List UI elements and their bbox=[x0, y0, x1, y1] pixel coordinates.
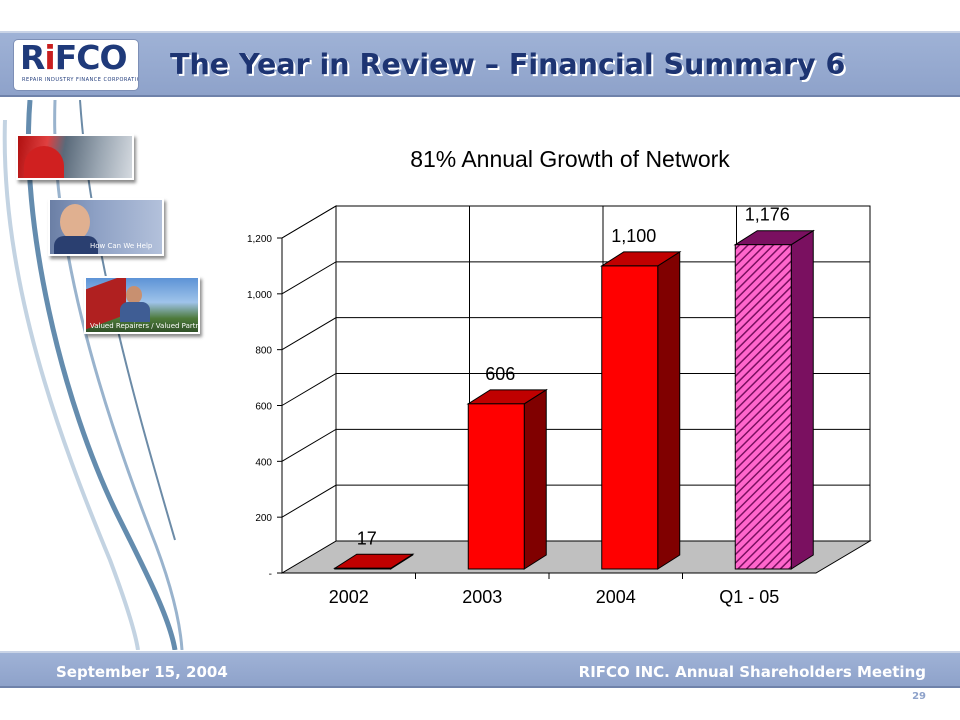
logo-wordmark: RiFCO bbox=[20, 38, 128, 77]
data-label: 1,176 bbox=[745, 205, 790, 225]
footer-date: September 15, 2004 bbox=[56, 663, 228, 681]
y-tick-label: 1,000 bbox=[247, 290, 272, 301]
y-tick-label: 800 bbox=[255, 346, 272, 357]
gridline bbox=[281, 261, 870, 295]
gridline bbox=[281, 317, 870, 351]
y-tick-label: 200 bbox=[255, 513, 272, 524]
y-tick-label: 600 bbox=[255, 402, 272, 413]
photo-agent: How Can We Help bbox=[48, 198, 164, 256]
repairer-face bbox=[126, 286, 142, 304]
x-tick-label: 2003 bbox=[462, 587, 502, 607]
plot-area: - 200 400 600 800 1,000 1,200 17 2002 606 2003 1,10… bbox=[247, 205, 872, 607]
car-shape bbox=[24, 146, 64, 178]
y-tick-label: 1,200 bbox=[247, 234, 272, 245]
footer-meeting-title: RIFCO INC. Annual Shareholders Meeting bbox=[578, 663, 926, 681]
gridline bbox=[281, 428, 870, 462]
x-tick-label: Q1 - 05 bbox=[719, 587, 779, 607]
photo-caption: How Can We Help bbox=[90, 242, 153, 250]
bar bbox=[467, 403, 525, 570]
y-tick-label: 400 bbox=[255, 457, 272, 468]
page-number: 29 bbox=[912, 691, 926, 702]
bar-side bbox=[523, 388, 547, 570]
x-tick-label: 2004 bbox=[596, 587, 636, 607]
bar bbox=[334, 567, 392, 570]
bar bbox=[734, 244, 792, 570]
chart-title: 81% Annual Growth of Network bbox=[410, 146, 730, 172]
photo-caption: Valued Repairers / Valued Partners bbox=[90, 322, 200, 330]
rifco-logo: RiFCO REPAIR INDUSTRY FINANCE CORPORATIO… bbox=[14, 38, 138, 90]
logo-subtitle: REPAIR INDUSTRY FINANCE CORPORATION bbox=[22, 77, 138, 83]
footer-bar bbox=[0, 651, 960, 688]
data-label: 1,100 bbox=[611, 226, 656, 246]
gridline bbox=[281, 484, 870, 518]
decorative-swoosh bbox=[2, 100, 184, 650]
photo-car bbox=[16, 134, 134, 180]
photo-repairer: Valued Repairers / Valued Partners bbox=[84, 276, 200, 334]
bar bbox=[601, 265, 659, 570]
gridline bbox=[281, 205, 870, 239]
bar-side bbox=[657, 251, 681, 570]
data-label: 606 bbox=[485, 364, 515, 384]
repairer-shirt bbox=[120, 302, 150, 322]
slide-title: The Year in Review – Financial Summary 6 bbox=[170, 48, 846, 81]
bar-side bbox=[790, 229, 814, 570]
agent-face bbox=[60, 204, 90, 240]
gridline bbox=[281, 373, 870, 406]
x-tick-label: 2002 bbox=[329, 587, 369, 607]
bar-chart: 81% Annual Growth of Network - 200 400 600 8… bbox=[247, 146, 872, 607]
header-bar bbox=[0, 31, 960, 97]
data-label: 17 bbox=[357, 528, 377, 548]
y-tick-label: - bbox=[269, 569, 272, 580]
agent-shirt bbox=[54, 236, 98, 254]
